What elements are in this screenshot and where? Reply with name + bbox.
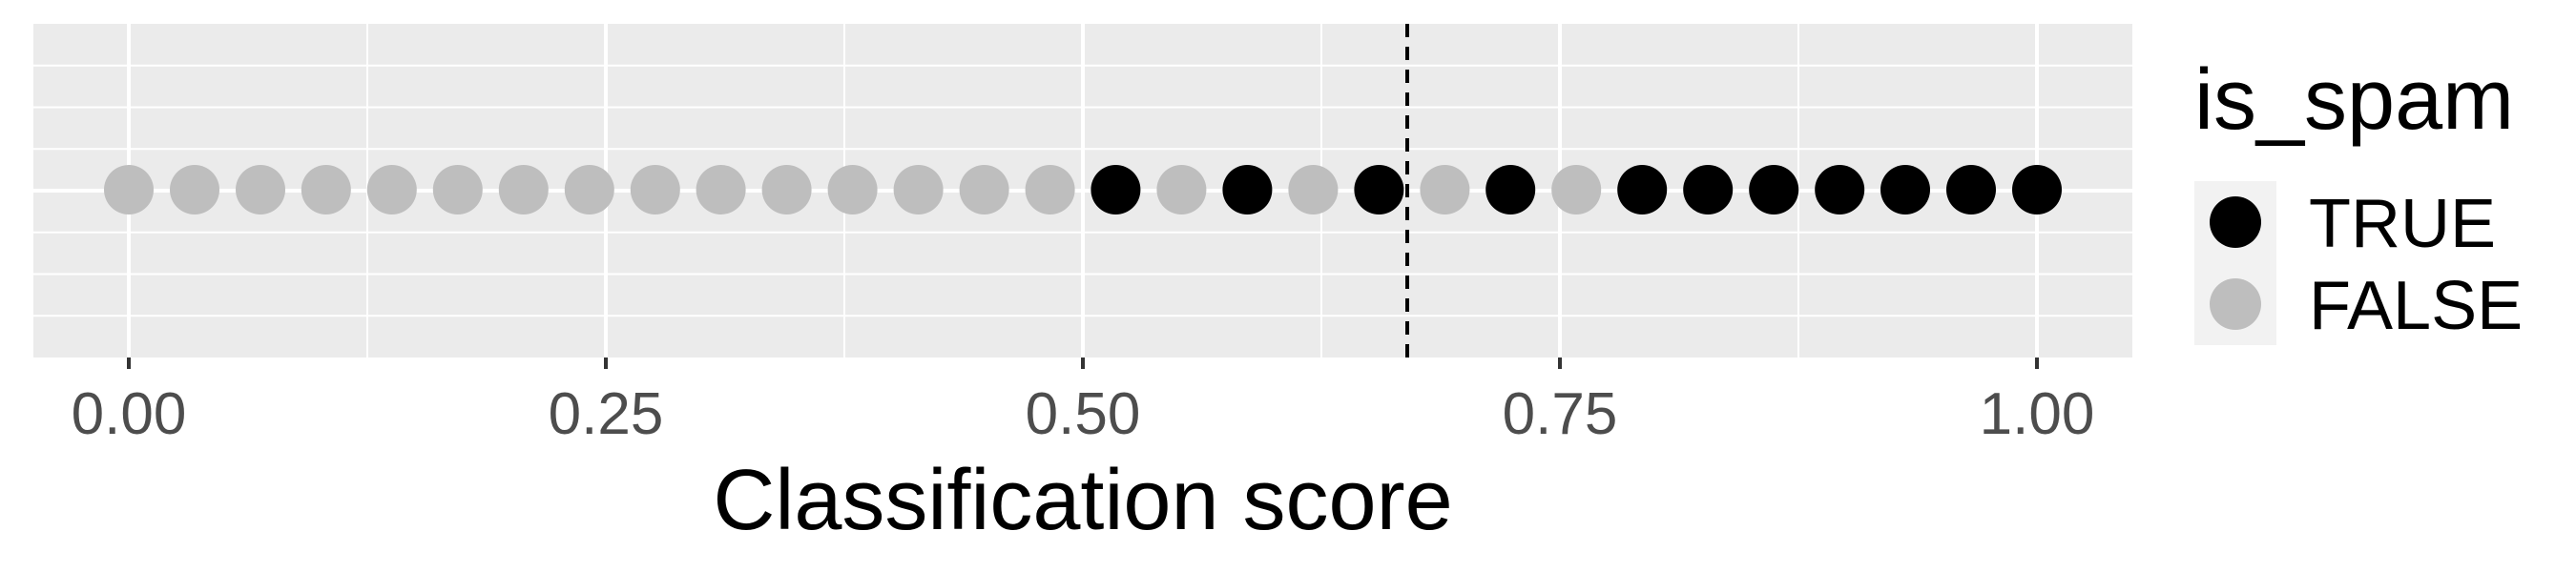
legend-swatch [2210,196,2261,248]
x-tick-label: 0.75 [1503,381,1618,447]
point-spam-false [1551,165,1602,214]
legend-label: FALSE [2309,268,2523,344]
point-spam-false [827,165,878,214]
point-spam-true [1815,165,1865,214]
point-spam-false [1420,165,1470,214]
point-spam-false [170,165,219,214]
point-spam-true [1222,165,1273,214]
gridlines [33,24,2132,358]
point-spam-false [366,165,417,214]
point-spam-true [1485,165,1536,214]
point-spam-false [893,165,944,214]
point-spam-false [564,165,614,214]
x-tick-label: 0.00 [72,381,187,447]
point-spam-false [630,165,680,214]
x-axis-title: Classification score [713,453,1452,548]
point-spam-false [1156,165,1207,214]
point-spam-true [1617,165,1668,214]
point-spam-false [432,165,483,214]
point-spam-true [1683,165,1734,214]
legend-label: TRUE [2309,186,2496,262]
point-spam-false [761,165,812,214]
x-axis-ticks: 0.00 0.25 0.50 0.75 1.00 [72,358,2095,447]
point-spam-false [1288,165,1339,214]
point-spam-false [301,165,351,214]
legend-title: is_spam [2194,52,2514,148]
point-spam-true [1749,165,1799,214]
legend-swatch [2210,278,2261,330]
point-spam-true [1091,165,1141,214]
data-points [104,165,2062,214]
point-spam-false [236,165,285,214]
point-spam-false [498,165,549,214]
plot-panel [33,24,2132,358]
point-spam-true [1880,165,1930,214]
point-spam-false [696,165,746,214]
point-spam-false [104,165,154,214]
x-tick-label: 1.00 [1980,381,2095,447]
point-spam-true [1946,165,1996,214]
point-spam-false [1025,165,1075,214]
point-spam-false [959,165,1009,214]
x-tick-label: 0.50 [1026,381,1141,447]
x-tick-label: 0.25 [549,381,664,447]
point-spam-true [1354,165,1404,214]
point-spam-true [2012,165,2062,214]
